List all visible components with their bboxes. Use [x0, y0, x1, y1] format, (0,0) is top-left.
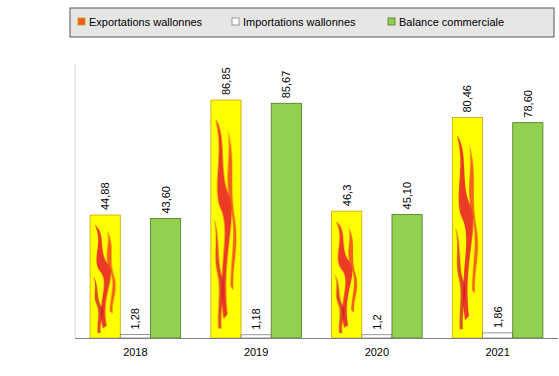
bar — [211, 100, 241, 338]
data-label: 45,10 — [401, 182, 413, 210]
data-label: 1,18 — [250, 308, 262, 329]
bar — [362, 335, 392, 338]
data-labels: 44,88 86,85 46,3 80,46 1,28 1,18 1,2 1,86 43,60 8… — [99, 67, 534, 329]
x-tick-label: 2020 — [365, 346, 389, 358]
legend-label: Exportations wallonnes — [89, 16, 203, 28]
data-label: 80,46 — [461, 85, 473, 113]
bar — [452, 118, 482, 338]
legend-label: Importations wallonnes — [243, 16, 356, 28]
data-label: 1,2 — [371, 314, 383, 329]
data-label: 1,86 — [492, 306, 504, 327]
bar — [483, 333, 513, 338]
x-tick-label: 2018 — [123, 346, 147, 358]
bar — [332, 211, 362, 338]
legend-marker — [78, 18, 85, 25]
bar — [150, 219, 180, 338]
data-label: 86,85 — [220, 67, 232, 95]
legend-marker — [388, 18, 395, 25]
bar — [392, 214, 422, 338]
legend-label: Balance commerciale — [399, 16, 504, 28]
legend-marker — [232, 18, 239, 25]
data-label: 44,88 — [99, 182, 111, 210]
bar — [120, 334, 150, 338]
bars — [90, 100, 543, 338]
y-axis — [75, 64, 76, 338]
legend-box — [70, 8, 554, 37]
data-label: 85,67 — [280, 71, 292, 99]
bar — [90, 215, 120, 338]
bar — [271, 103, 301, 338]
data-label: 43,60 — [160, 186, 172, 214]
x-axis — [75, 338, 558, 339]
bar — [241, 335, 271, 338]
data-label: 46,3 — [341, 185, 353, 206]
data-label: 78,60 — [522, 90, 534, 118]
bar — [513, 123, 543, 338]
x-tick-label: 2021 — [485, 346, 509, 358]
chart: Exportations wallonnes Importations wallo… — [0, 0, 559, 376]
x-tick-label: 2019 — [244, 346, 268, 358]
legend: Exportations wallonnes Importations wallo… — [70, 8, 554, 37]
data-label: 1,28 — [129, 308, 141, 329]
